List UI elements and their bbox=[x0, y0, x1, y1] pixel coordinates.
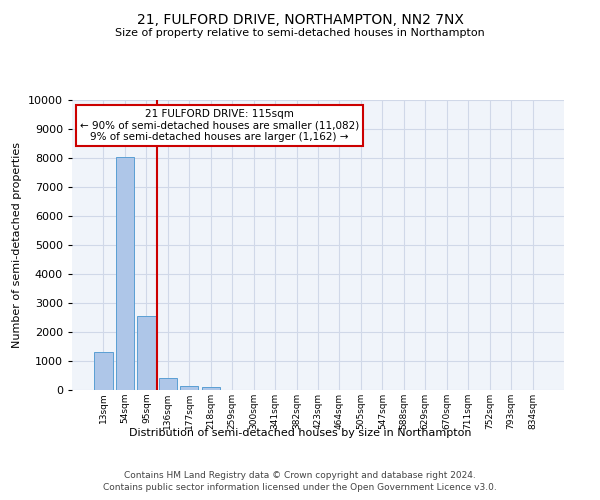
Text: Contains public sector information licensed under the Open Government Licence v3: Contains public sector information licen… bbox=[103, 484, 497, 492]
Y-axis label: Number of semi-detached properties: Number of semi-detached properties bbox=[13, 142, 22, 348]
Text: Distribution of semi-detached houses by size in Northampton: Distribution of semi-detached houses by … bbox=[129, 428, 471, 438]
Text: 21 FULFORD DRIVE: 115sqm
← 90% of semi-detached houses are smaller (11,082)
9% o: 21 FULFORD DRIVE: 115sqm ← 90% of semi-d… bbox=[80, 108, 359, 142]
Text: 21, FULFORD DRIVE, NORTHAMPTON, NN2 7NX: 21, FULFORD DRIVE, NORTHAMPTON, NN2 7NX bbox=[137, 12, 463, 26]
Bar bbox=[116, 156, 134, 390]
Bar bbox=[137, 316, 155, 390]
Text: Size of property relative to semi-detached houses in Northampton: Size of property relative to semi-detach… bbox=[115, 28, 485, 38]
Bar bbox=[159, 378, 177, 390]
Bar bbox=[202, 388, 220, 390]
Bar bbox=[94, 352, 113, 390]
Bar bbox=[180, 386, 199, 390]
Text: Contains HM Land Registry data © Crown copyright and database right 2024.: Contains HM Land Registry data © Crown c… bbox=[124, 471, 476, 480]
